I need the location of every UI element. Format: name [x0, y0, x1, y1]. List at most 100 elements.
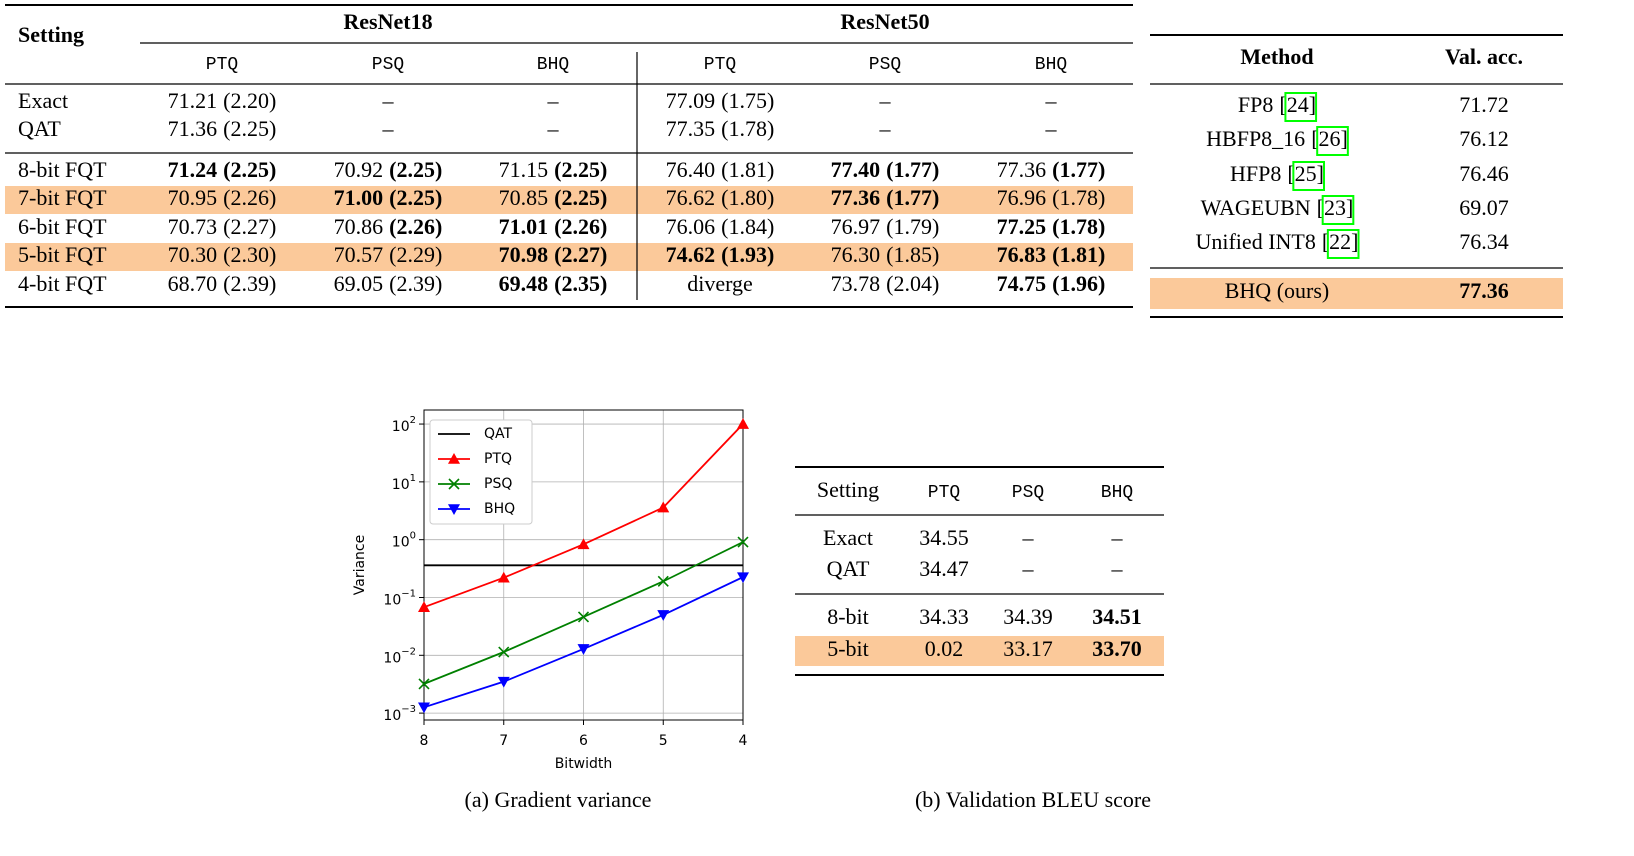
x-tick-label: 5 [659, 733, 668, 749]
table-cell: 8-bit [827, 604, 869, 629]
tick-base: 10 [383, 708, 401, 724]
tick-base: 10 [383, 650, 401, 666]
table-cell: 77.25 (1.78) [997, 214, 1106, 239]
table-cell: 70.85 (2.25) [499, 185, 608, 210]
table-cell: 70.57 (2.29) [334, 242, 443, 267]
cell-variance: (1.81) [1052, 242, 1105, 267]
marker [498, 646, 510, 658]
x-tick-label: 7 [499, 733, 508, 749]
cell-variance: (2.25) [389, 185, 442, 210]
cell-accuracy: 77.09 [666, 88, 716, 113]
row-label: QAT [18, 116, 61, 141]
row-label: 8-bit FQT [18, 157, 107, 182]
cell-variance: (2.20) [223, 88, 276, 113]
cell-variance: (2.29) [389, 242, 442, 267]
cell-variance: (1.80) [721, 185, 774, 210]
citation-box [1316, 126, 1349, 156]
method-name: Unified INT8 [1195, 229, 1315, 254]
table-cell: diverge [687, 271, 753, 296]
cell-accuracy: 74.62 [666, 242, 716, 267]
marker [577, 538, 590, 550]
column-header: BHQ [1101, 483, 1133, 503]
cell-variance: (1.77) [1052, 157, 1105, 182]
table-cell: 33.17 [1003, 636, 1053, 661]
x-tick-label: 6 [579, 733, 588, 749]
column-header: PSQ [869, 55, 901, 75]
y-tick-label: 10−1 [383, 588, 416, 608]
cell-accuracy: 70.73 [168, 214, 218, 239]
table-cell: 76.30 (1.85) [831, 242, 940, 267]
table-cell: 76.97 (1.79) [831, 214, 940, 239]
group-header: ResNet18 [343, 9, 432, 34]
table-cell: – [1022, 525, 1035, 550]
marker [497, 676, 510, 688]
row-highlight [5, 243, 1133, 271]
table-cell: 70.86 (2.26) [334, 214, 443, 239]
x-axis-label: Bitwidth [555, 756, 613, 772]
column-header: PSQ [1012, 483, 1044, 503]
method-name: BHQ (ours) [1225, 278, 1330, 303]
table-cell: 77.40 (1.77) [831, 157, 940, 182]
table-cell: – [547, 116, 560, 141]
cell-variance: (2.26) [223, 185, 276, 210]
table-cell: 34.47 [919, 556, 969, 581]
citation-box [1284, 92, 1318, 122]
column-header: Setting [817, 477, 879, 502]
y-tick-label: 10−2 [383, 646, 416, 666]
table-cell: 69.48 (2.35) [499, 271, 608, 296]
table-cell: – [1022, 556, 1035, 581]
column-header: BHQ [1035, 55, 1067, 75]
cell-variance: (1.75) [721, 88, 774, 113]
table-cell: 76.96 (1.78) [997, 185, 1106, 210]
cell-accuracy: 77.36 [831, 185, 881, 210]
x-tick-label: 8 [420, 733, 429, 749]
table-cell: 76.40 (1.81) [666, 157, 775, 182]
table-cell: – [1111, 525, 1124, 550]
cell-accuracy: 77.40 [831, 157, 881, 182]
accuracy: 69.07 [1459, 195, 1509, 220]
marker [737, 572, 749, 584]
table-cell: 77.35 (1.78) [666, 116, 775, 141]
table-cell: 71.01 (2.26) [499, 214, 608, 239]
cell-accuracy: 71.01 [499, 214, 549, 239]
tick-exponent: −1 [401, 588, 416, 599]
cell-accuracy: 70.85 [499, 185, 549, 210]
table-cell: Exact [823, 525, 873, 550]
column-header: PTQ [704, 55, 736, 75]
column-header: PSQ [372, 55, 404, 75]
cell-accuracy: 70.30 [168, 242, 218, 267]
table-header: Setting [18, 22, 84, 47]
table-cell: 70.98 (2.27) [499, 242, 608, 267]
marker [577, 644, 590, 655]
cell-accuracy: 71.36 [168, 116, 218, 141]
table-cell: 71.00 (2.25) [334, 185, 443, 210]
marker [497, 571, 510, 583]
table-cell: 69.05 (2.39) [334, 271, 443, 296]
table-cell: 77.36 (1.77) [997, 157, 1106, 182]
tick-exponent: −3 [401, 704, 416, 715]
table-cell: 70.30 (2.30) [168, 242, 277, 267]
cell-variance: (2.30) [223, 242, 276, 267]
legend-label: BHQ [484, 501, 515, 517]
table-cell: 76.06 (1.84) [666, 214, 775, 239]
cell-variance: (2.25) [554, 185, 607, 210]
marker [657, 501, 670, 513]
cell-variance: (1.78) [1052, 185, 1105, 210]
cell-accuracy: 77.36 [997, 157, 1047, 182]
cell-variance: (2.35) [554, 271, 607, 296]
cell-variance: (2.26) [554, 214, 607, 239]
column-header: Method [1240, 44, 1313, 69]
table-cell: 76.62 (1.80) [666, 185, 775, 210]
cell-accuracy: 74.75 [997, 271, 1047, 296]
table-cell: 33.70 [1092, 636, 1142, 661]
table-cell: – [547, 88, 560, 113]
table-cell: – [1045, 88, 1058, 113]
legend-label: PTQ [484, 451, 512, 467]
cell-accuracy: 68.70 [168, 271, 218, 296]
marker [418, 702, 430, 714]
cell-accuracy: 70.98 [499, 242, 549, 267]
marker [737, 418, 749, 429]
